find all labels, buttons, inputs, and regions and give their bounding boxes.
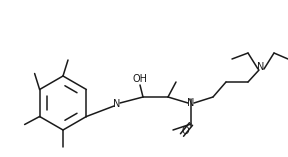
Text: OH: OH xyxy=(132,74,147,84)
Text: N: N xyxy=(257,62,265,72)
Text: O: O xyxy=(181,126,189,136)
Text: N: N xyxy=(113,99,121,109)
Text: N: N xyxy=(187,98,195,108)
